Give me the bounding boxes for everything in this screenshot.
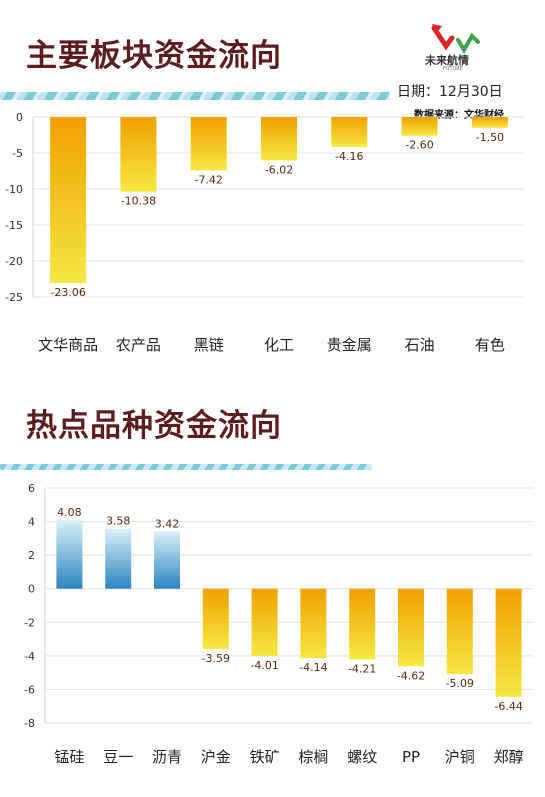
hot-variety-flow-title: 热点品种资金流向 [26,408,282,444]
title-underline-band [0,92,390,100]
y-tick-label: -8 [24,717,35,730]
category-label: PP [402,748,420,766]
bar-value-label: -4.62 [397,669,425,682]
bar-value-label: -3.59 [202,652,230,665]
bar-value-label: -4.14 [299,661,327,674]
y-tick-label: -10 [5,183,23,196]
category-label: 沥青 [152,748,182,766]
y-tick-label: -6 [24,683,35,696]
bar-value-label: 3.58 [106,515,131,528]
logo-text: 未来航情 [425,54,469,67]
category-label: 沪铜 [445,748,475,766]
date-label: 日期：12月30日 [397,84,503,100]
y-tick-label: 2 [28,549,35,562]
y-tick-label: -4 [24,650,35,663]
y-tick-label: 6 [28,482,35,495]
bar [120,117,157,192]
data-source-label: 数据来源：文华财经 [414,110,504,121]
bar [446,588,473,675]
category-label: 棕榈 [298,748,328,766]
category-label: 黑链 [194,336,224,354]
bar [251,588,278,657]
category-label: 有色 [475,336,505,354]
bar [495,588,522,697]
category-label: 文华商品 [38,336,98,354]
bar-value-label: -7.42 [194,173,222,186]
bar [190,117,227,171]
category-label: 郑醇 [494,748,524,766]
bar [398,588,424,667]
category-label: 螺纹 [347,748,377,766]
category-label: 农产品 [116,336,161,354]
bar [56,520,83,589]
sector-flow-title: 主要板块资金流向 [26,38,282,74]
bar-value-label: -5.09 [446,677,474,690]
category-label: 铁矿 [250,748,280,766]
bar [261,117,297,161]
y-tick-label: 0 [16,111,23,124]
bar [401,117,438,136]
bar-value-label: -6.44 [494,700,522,713]
bar [300,588,327,659]
bar-value-label: -6.02 [265,163,293,176]
logo-subtext: FUTURE [443,66,463,72]
sector-flow-chart: 0 -5 -10 -15 -20 -25 -23.06 文华商品 -10.38 农产品 -7.42 黑… [5,111,525,354]
bar-value-label: -4.01 [250,659,278,672]
y-tick-label: -5 [12,147,23,160]
category-label: 贵金属 [327,336,372,354]
category-label: 豆一 [103,748,133,766]
bar-value-label: -23.06 [50,286,85,299]
bar [154,531,180,589]
y-tick-label: 4 [28,516,35,529]
y-tick-label: 0 [28,583,35,596]
y-tick-label: -25 [5,291,23,304]
category-label: 沪金 [201,748,231,766]
bar [50,117,87,284]
category-label: 化工 [264,336,294,354]
y-tick-label: -20 [5,255,23,268]
bar-value-label: -4.21 [348,662,376,675]
bar [331,117,368,147]
bar [471,117,508,128]
bar [202,588,229,649]
y-tick-label: -15 [5,219,23,232]
category-label: 锰硅 [54,748,84,766]
bar-value-label: -4.16 [335,150,363,163]
future-logo-icon [431,24,480,54]
section2-underline-band [0,464,372,470]
bar-value-label: -1.50 [476,131,504,144]
bar-value-label: 4.08 [57,506,82,519]
bar-value-label: 3.42 [155,517,180,530]
bar-value-label: -10.38 [121,195,156,208]
bar [349,588,376,660]
hot-variety-flow-chart: 6 4 2 0 -2 -4 -6 -8 4.08 锰硅 3.58 豆一 3.42 沥青 -3.59 沪金 -4.… [24,482,533,766]
bar [105,528,132,589]
y-tick-label: -2 [24,616,35,629]
category-label: 石油 [405,336,435,354]
bar-value-label: -2.60 [405,139,433,152]
